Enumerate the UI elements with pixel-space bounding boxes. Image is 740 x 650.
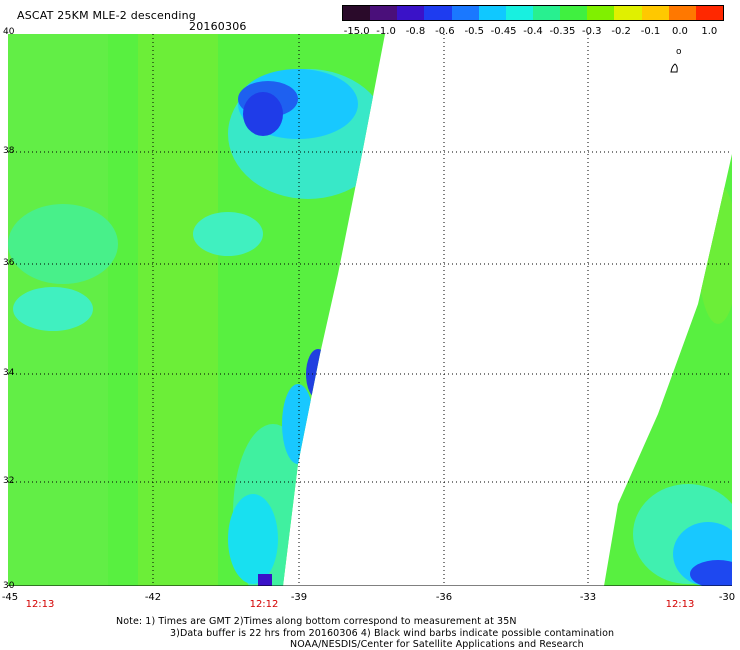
lon-label-neg33: -33 <box>579 592 597 603</box>
swath-map: o <box>8 34 732 586</box>
wind-barb-symbol: o <box>676 47 682 57</box>
colorbar-tick-label: -0.6 <box>435 26 455 37</box>
product-date: 20160306 <box>189 20 247 33</box>
lat-label-30: 30 <box>3 581 15 591</box>
lon-label-neg42: -42 <box>144 592 162 603</box>
colorbar-segment <box>641 6 669 20</box>
wind-barb-icon <box>670 63 678 73</box>
colorbar-tick-label: -15.0 <box>343 26 370 37</box>
right-swath <box>604 154 732 586</box>
note-line-3: NOAA/NESDIS/Center for Satellite Applica… <box>290 639 584 650</box>
colorbar-segment <box>505 6 533 20</box>
colorbar-tick-label: -0.45 <box>490 26 517 37</box>
colorbar-segment <box>560 6 588 20</box>
colorbar-segment <box>587 6 615 20</box>
colorbar-segment <box>343 6 371 20</box>
colorbar-tick-label: -0.35 <box>549 26 576 37</box>
lon-label-neg45: -45 <box>1 592 19 603</box>
left-swath <box>8 34 385 586</box>
lon-label-neg36: -36 <box>435 592 453 603</box>
colorbar-tick-label: 0.0 <box>671 26 688 37</box>
colorbar-segment <box>424 6 452 20</box>
lat-label-40: 40 <box>3 27 15 37</box>
grid-lines <box>8 34 732 586</box>
swath-time-1: 12:13 <box>25 599 55 610</box>
colorbar-tick-label: 1.0 <box>701 26 718 37</box>
colorbar-segment <box>451 6 479 20</box>
lon-label-neg30: -30 <box>718 592 736 603</box>
colorbar-tick-label: -1.0 <box>376 26 396 37</box>
lon-label-neg39: -39 <box>290 592 308 603</box>
colorbar-segment <box>614 6 642 20</box>
note-line-2: 3)Data buffer is 22 hrs from 20160306 4)… <box>170 628 615 639</box>
colorbar <box>342 5 724 21</box>
colorbar-tick-label: -0.8 <box>405 26 426 37</box>
colorbar-tick-label: -0.2 <box>611 26 631 37</box>
colorbar-segment <box>695 6 723 20</box>
product-title: ASCAT 25KM MLE-2 descending <box>17 9 196 22</box>
lat-label-38: 38 <box>3 146 15 156</box>
colorbar-tick-label: -0.3 <box>582 26 602 37</box>
colorbar-tick-label: -0.5 <box>464 26 484 37</box>
colorbar-tick-label: -0.1 <box>640 26 661 37</box>
colorbar-segment <box>478 6 506 20</box>
note-line-1: Note: 1) Times are GMT 2)Times along bot… <box>116 616 517 627</box>
colorbar-segment <box>532 6 561 20</box>
swath-time-3: 12:13 <box>665 599 695 610</box>
colorbar-segment <box>668 6 696 20</box>
lat-label-32: 32 <box>3 476 15 486</box>
swath-time-2: 12:12 <box>249 599 279 610</box>
lat-label-34: 34 <box>3 368 15 378</box>
colorbar-segment <box>370 6 398 20</box>
lat-label-36: 36 <box>3 258 15 268</box>
colorbar-segment <box>397 6 425 20</box>
colorbar-tick-label: -0.4 <box>523 26 543 37</box>
